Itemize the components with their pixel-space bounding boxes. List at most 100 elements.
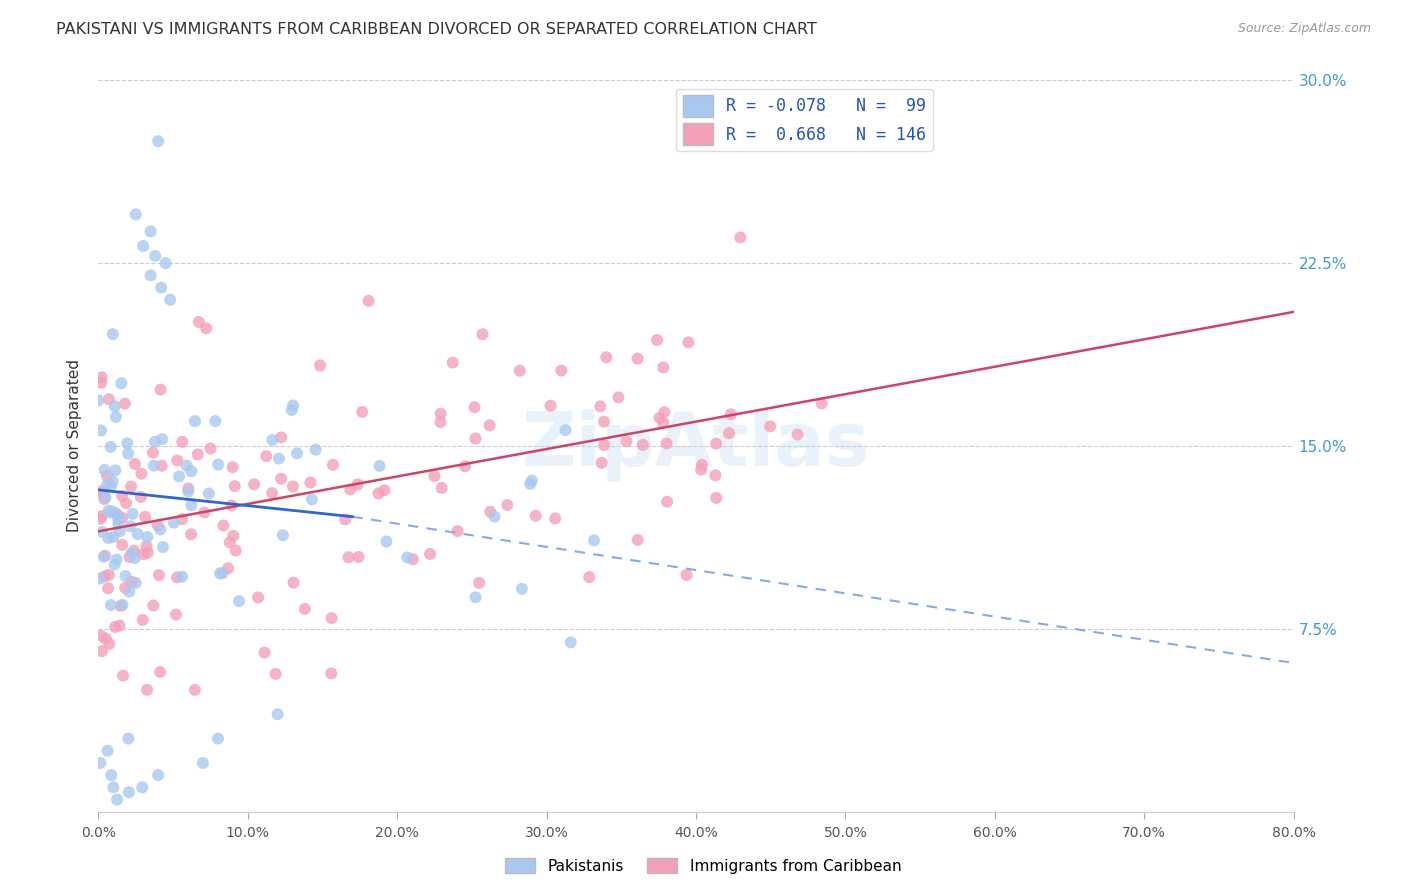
Point: [280, 403, 302, 417]
Point: [591, 456, 613, 470]
Point: [90, 424, 112, 438]
Point: [464, 432, 486, 446]
Point: [582, 533, 605, 548]
Point: [90, 370, 112, 384]
Point: [124, 457, 146, 471]
Point: [204, 414, 226, 428]
Point: [690, 458, 713, 472]
Point: [132, 239, 155, 253]
Point: [321, 611, 343, 625]
Point: [218, 535, 240, 549]
Point: [375, 534, 398, 549]
Point: [97, 582, 120, 596]
Point: [139, 224, 162, 238]
Point: [101, 505, 124, 519]
Point: [100, 768, 122, 782]
Point: [281, 479, 304, 493]
Point: [373, 483, 395, 498]
Point: [652, 416, 675, 430]
Point: [464, 401, 486, 415]
Point: [305, 442, 328, 457]
Point: [222, 529, 245, 543]
Point: [118, 785, 141, 799]
Point: [166, 570, 188, 584]
Point: [479, 505, 502, 519]
Point: [540, 399, 562, 413]
Point: [730, 230, 752, 244]
Point: [132, 547, 155, 561]
Point: [149, 665, 172, 679]
Point: [167, 469, 190, 483]
Point: [337, 550, 360, 565]
Point: [100, 598, 122, 612]
Point: [519, 477, 541, 491]
Point: [270, 430, 292, 444]
Point: [524, 508, 547, 523]
Point: [200, 442, 222, 456]
Point: [607, 390, 630, 404]
Point: [478, 418, 501, 433]
Point: [270, 472, 292, 486]
Point: [118, 584, 141, 599]
Point: [149, 523, 172, 537]
Point: [97, 392, 120, 407]
Point: [115, 436, 138, 450]
Point: [148, 768, 170, 782]
Point: [294, 602, 316, 616]
Point: [187, 315, 209, 329]
Point: [97, 744, 120, 758]
Point: [110, 599, 132, 613]
Point: [184, 414, 207, 428]
Point: [419, 547, 441, 561]
Point: [180, 464, 202, 478]
Point: [105, 792, 128, 806]
Point: [678, 335, 700, 350]
Point: [264, 666, 287, 681]
Text: Source: ZipAtlas.com: Source: ZipAtlas.com: [1237, 22, 1371, 36]
Point: [254, 449, 277, 463]
Point: [135, 539, 157, 553]
Point: [595, 351, 617, 365]
Point: [96, 478, 118, 492]
Point: [143, 249, 166, 263]
Point: [97, 567, 120, 582]
Point: [429, 415, 451, 429]
Point: [94, 491, 117, 505]
Point: [177, 482, 200, 496]
Legend: R = -0.078   N =  99, R =  0.668   N = 146: R = -0.078 N = 99, R = 0.668 N = 146: [676, 88, 932, 152]
Point: [357, 293, 380, 308]
Point: [322, 458, 344, 472]
Point: [690, 463, 713, 477]
Point: [402, 552, 425, 566]
Point: [187, 447, 209, 461]
Point: [593, 415, 616, 429]
Point: [299, 475, 322, 490]
Point: [125, 576, 148, 591]
Point: [253, 646, 276, 660]
Point: [131, 780, 153, 795]
Text: ZipAtlas: ZipAtlas: [522, 409, 870, 483]
Point: [446, 524, 468, 538]
Point: [335, 512, 357, 526]
Point: [207, 458, 229, 472]
Point: [134, 509, 156, 524]
Point: [108, 618, 131, 632]
Point: [441, 355, 464, 369]
Point: [98, 637, 121, 651]
Point: [114, 396, 136, 410]
Point: [91, 644, 114, 658]
Point: [107, 516, 129, 531]
Point: [346, 477, 368, 491]
Point: [136, 530, 159, 544]
Point: [626, 351, 648, 366]
Point: [225, 543, 247, 558]
Point: [110, 376, 132, 391]
Point: [103, 780, 125, 795]
Point: [124, 551, 146, 566]
Point: [560, 635, 582, 649]
Point: [121, 546, 143, 560]
Point: [89, 756, 111, 770]
Point: [93, 463, 115, 477]
Point: [129, 490, 152, 504]
Point: [148, 568, 170, 582]
